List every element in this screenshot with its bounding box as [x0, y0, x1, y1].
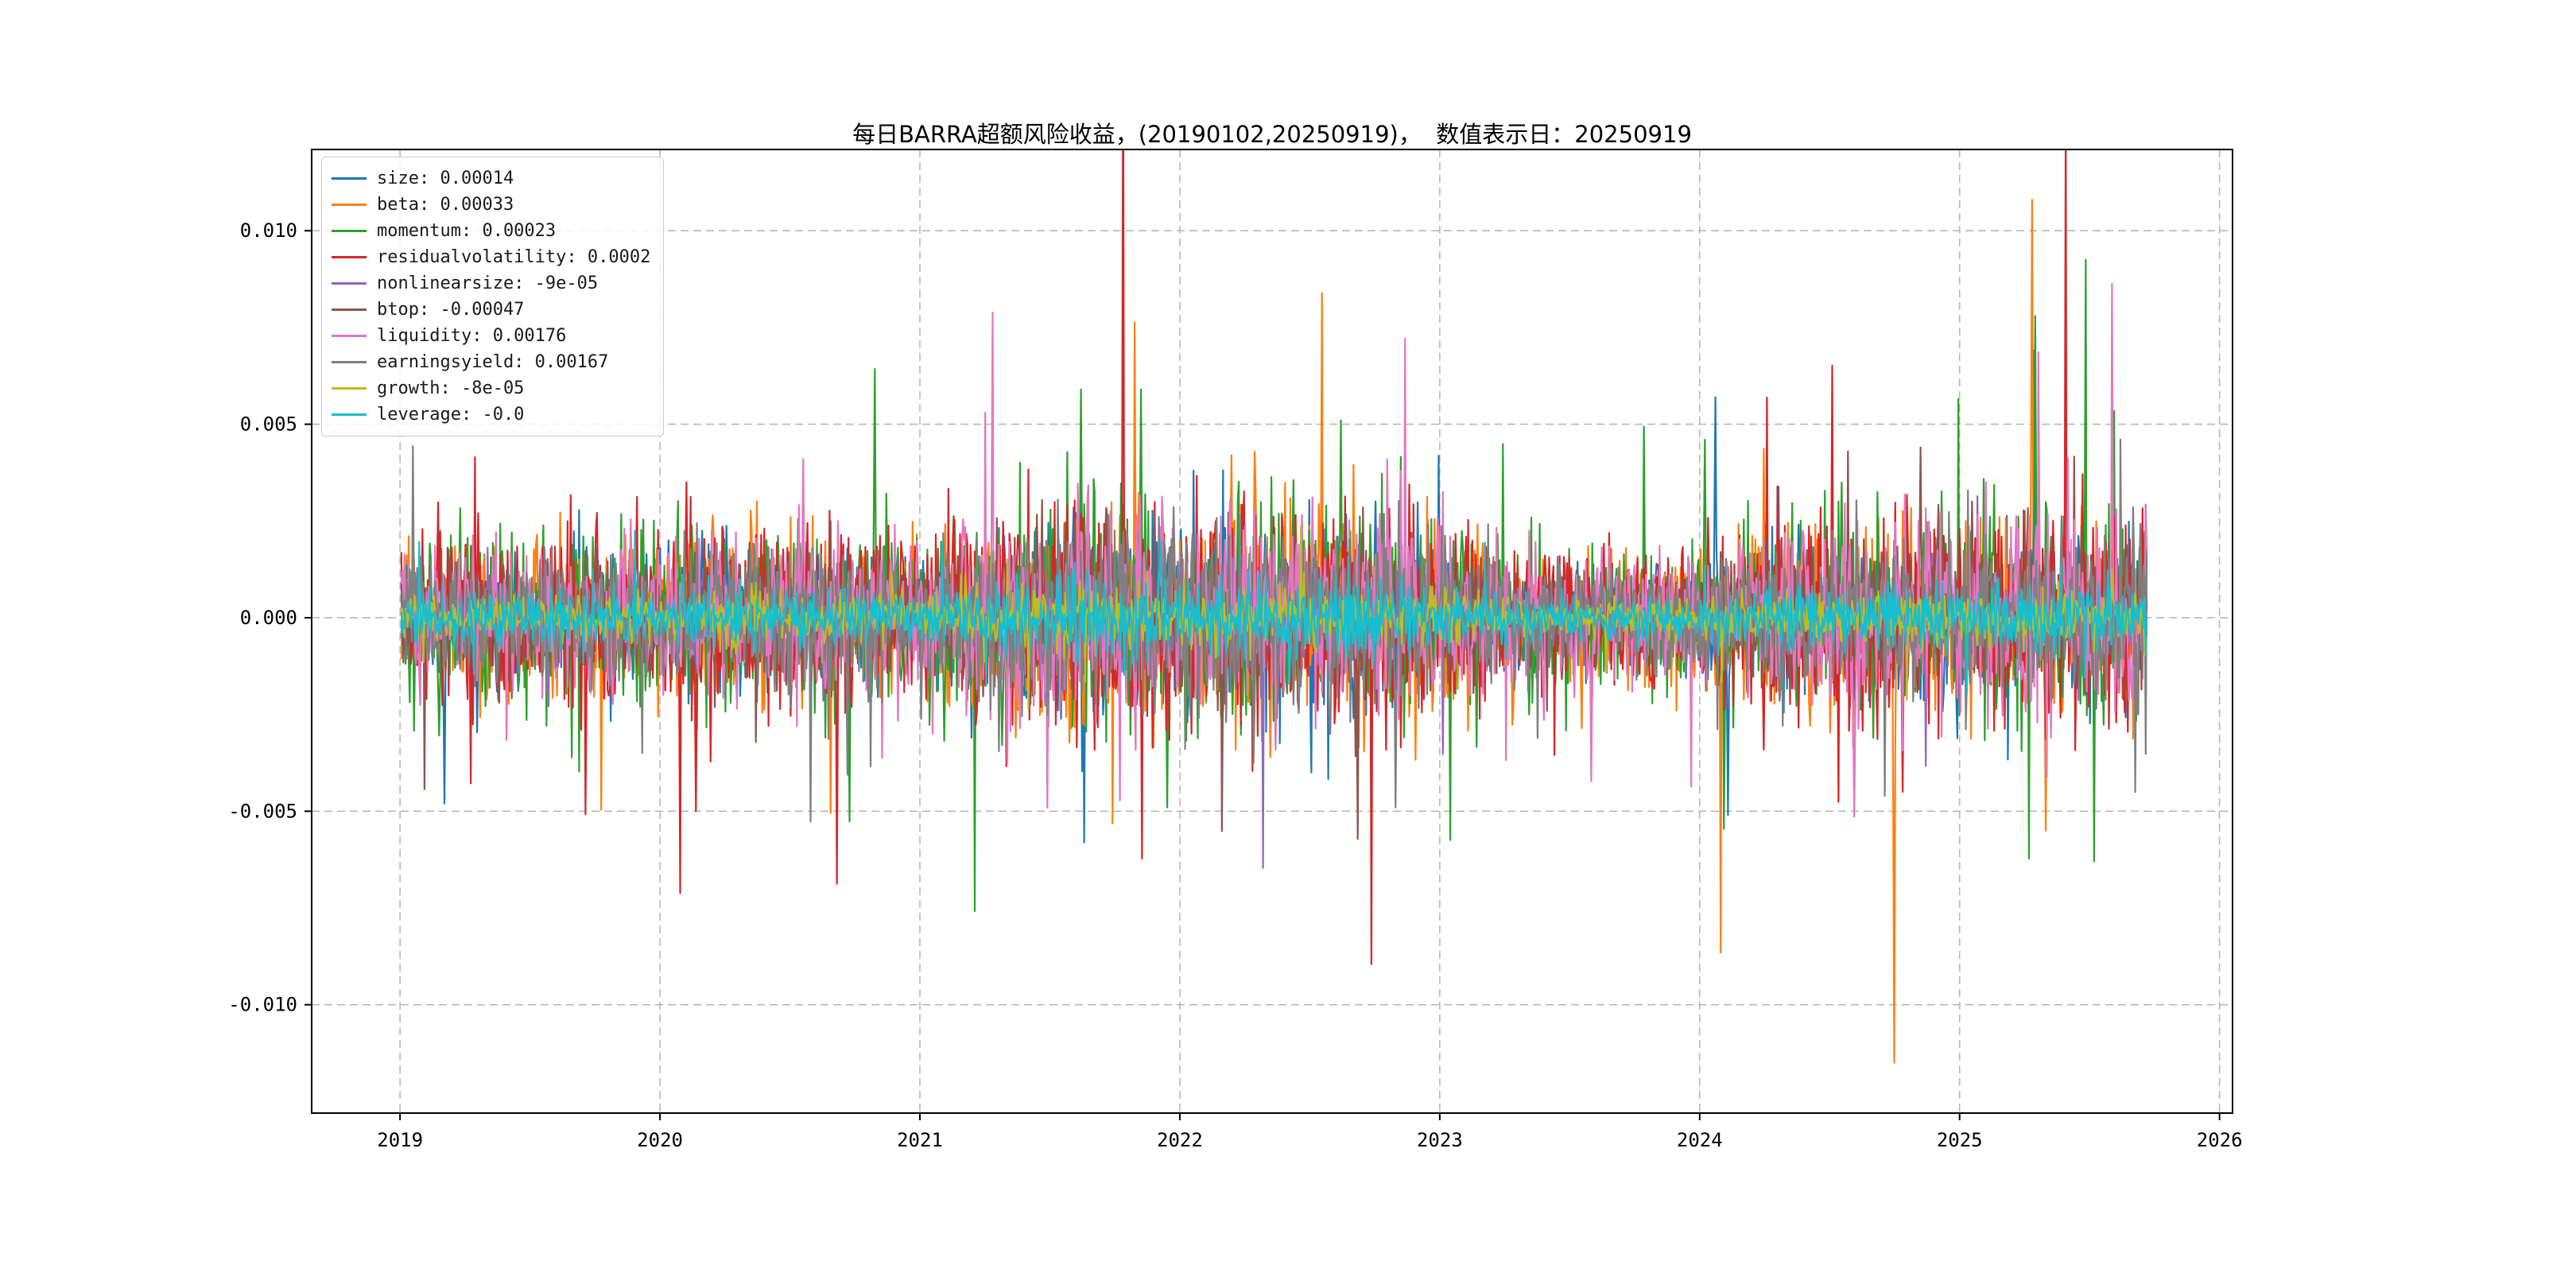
legend-item-nonlinearsize: nonlinearsize: -9e-05 [332, 270, 650, 297]
legend-line-earningsyield [332, 361, 367, 363]
legend-label-nonlinearsize: nonlinearsize: -9e-05 [377, 274, 599, 293]
legend-line-btop [332, 308, 367, 311]
chart-title: 每日BARRA超额风险收益，(20190102,20250919)， 数值表示日… [852, 121, 1692, 148]
legend-line-size [332, 177, 367, 180]
legend-line-momentum [332, 230, 367, 232]
series-earningsyield [400, 438, 2148, 823]
legend-line-beta [332, 204, 367, 206]
plot-border [311, 149, 2233, 1114]
legend-item-leverage: leverage: -0.0 [332, 402, 650, 428]
legend-item-residualvolatility: residualvolatility: 0.0002 [332, 244, 650, 270]
y-tick-label: 0.010 [240, 219, 297, 242]
legend-line-residualvolatility [332, 256, 367, 258]
legend-label-earningsyield: earningsyield: 0.00167 [377, 352, 609, 372]
legend-item-earningsyield: earningsyield: 0.00167 [332, 349, 650, 375]
legend-item-beta: beta: 0.00033 [332, 192, 650, 218]
x-tick-label: 2020 [637, 1129, 683, 1151]
legend: size: 0.00014 beta: 0.00033 momentum: 0.00… [321, 157, 665, 436]
legend-label-btop: btop: -0.00047 [377, 300, 525, 320]
y-tick-label: -0.005 [228, 800, 297, 822]
legend-item-liquidity: liquidity: 0.00176 [332, 323, 650, 349]
legend-label-growth: growth: -8e-05 [377, 378, 525, 398]
x-tick-label: 2019 [377, 1129, 423, 1151]
legend-item-btop: btop: -0.00047 [332, 297, 650, 323]
legend-line-nonlinearsize [332, 282, 367, 285]
legend-label-size: size: 0.00014 [377, 169, 514, 188]
legend-line-growth [332, 387, 367, 390]
x-tick-label: 2024 [1677, 1129, 1723, 1151]
legend-label-liquidity: liquidity: 0.00176 [377, 326, 567, 346]
y-tick-label: 0.005 [240, 413, 297, 436]
x-tick-label: 2022 [1157, 1129, 1203, 1151]
x-tick-label: 2021 [897, 1129, 943, 1151]
legend-label-momentum: momentum: 0.00023 [377, 221, 557, 241]
legend-label-leverage: leverage: -0.0 [377, 405, 525, 425]
y-tick-label: -0.010 [228, 994, 297, 1016]
legend-label-residualvolatility: residualvolatility: 0.0002 [377, 247, 651, 267]
legend-item-size: size: 0.00014 [332, 165, 650, 192]
x-tick-label: 2025 [1937, 1129, 1983, 1151]
series-leverage [400, 530, 2148, 696]
y-tick-label: 0.000 [240, 607, 297, 629]
x-tick-label: 2026 [2197, 1129, 2243, 1151]
legend-label-beta: beta: 0.00033 [377, 195, 514, 215]
legend-line-leverage [332, 413, 367, 416]
legend-item-momentum: momentum: 0.00023 [332, 218, 650, 244]
legend-line-liquidity [332, 335, 367, 337]
x-tick-label: 2023 [1417, 1129, 1463, 1151]
legend-item-growth: growth: -8e-05 [332, 375, 650, 402]
